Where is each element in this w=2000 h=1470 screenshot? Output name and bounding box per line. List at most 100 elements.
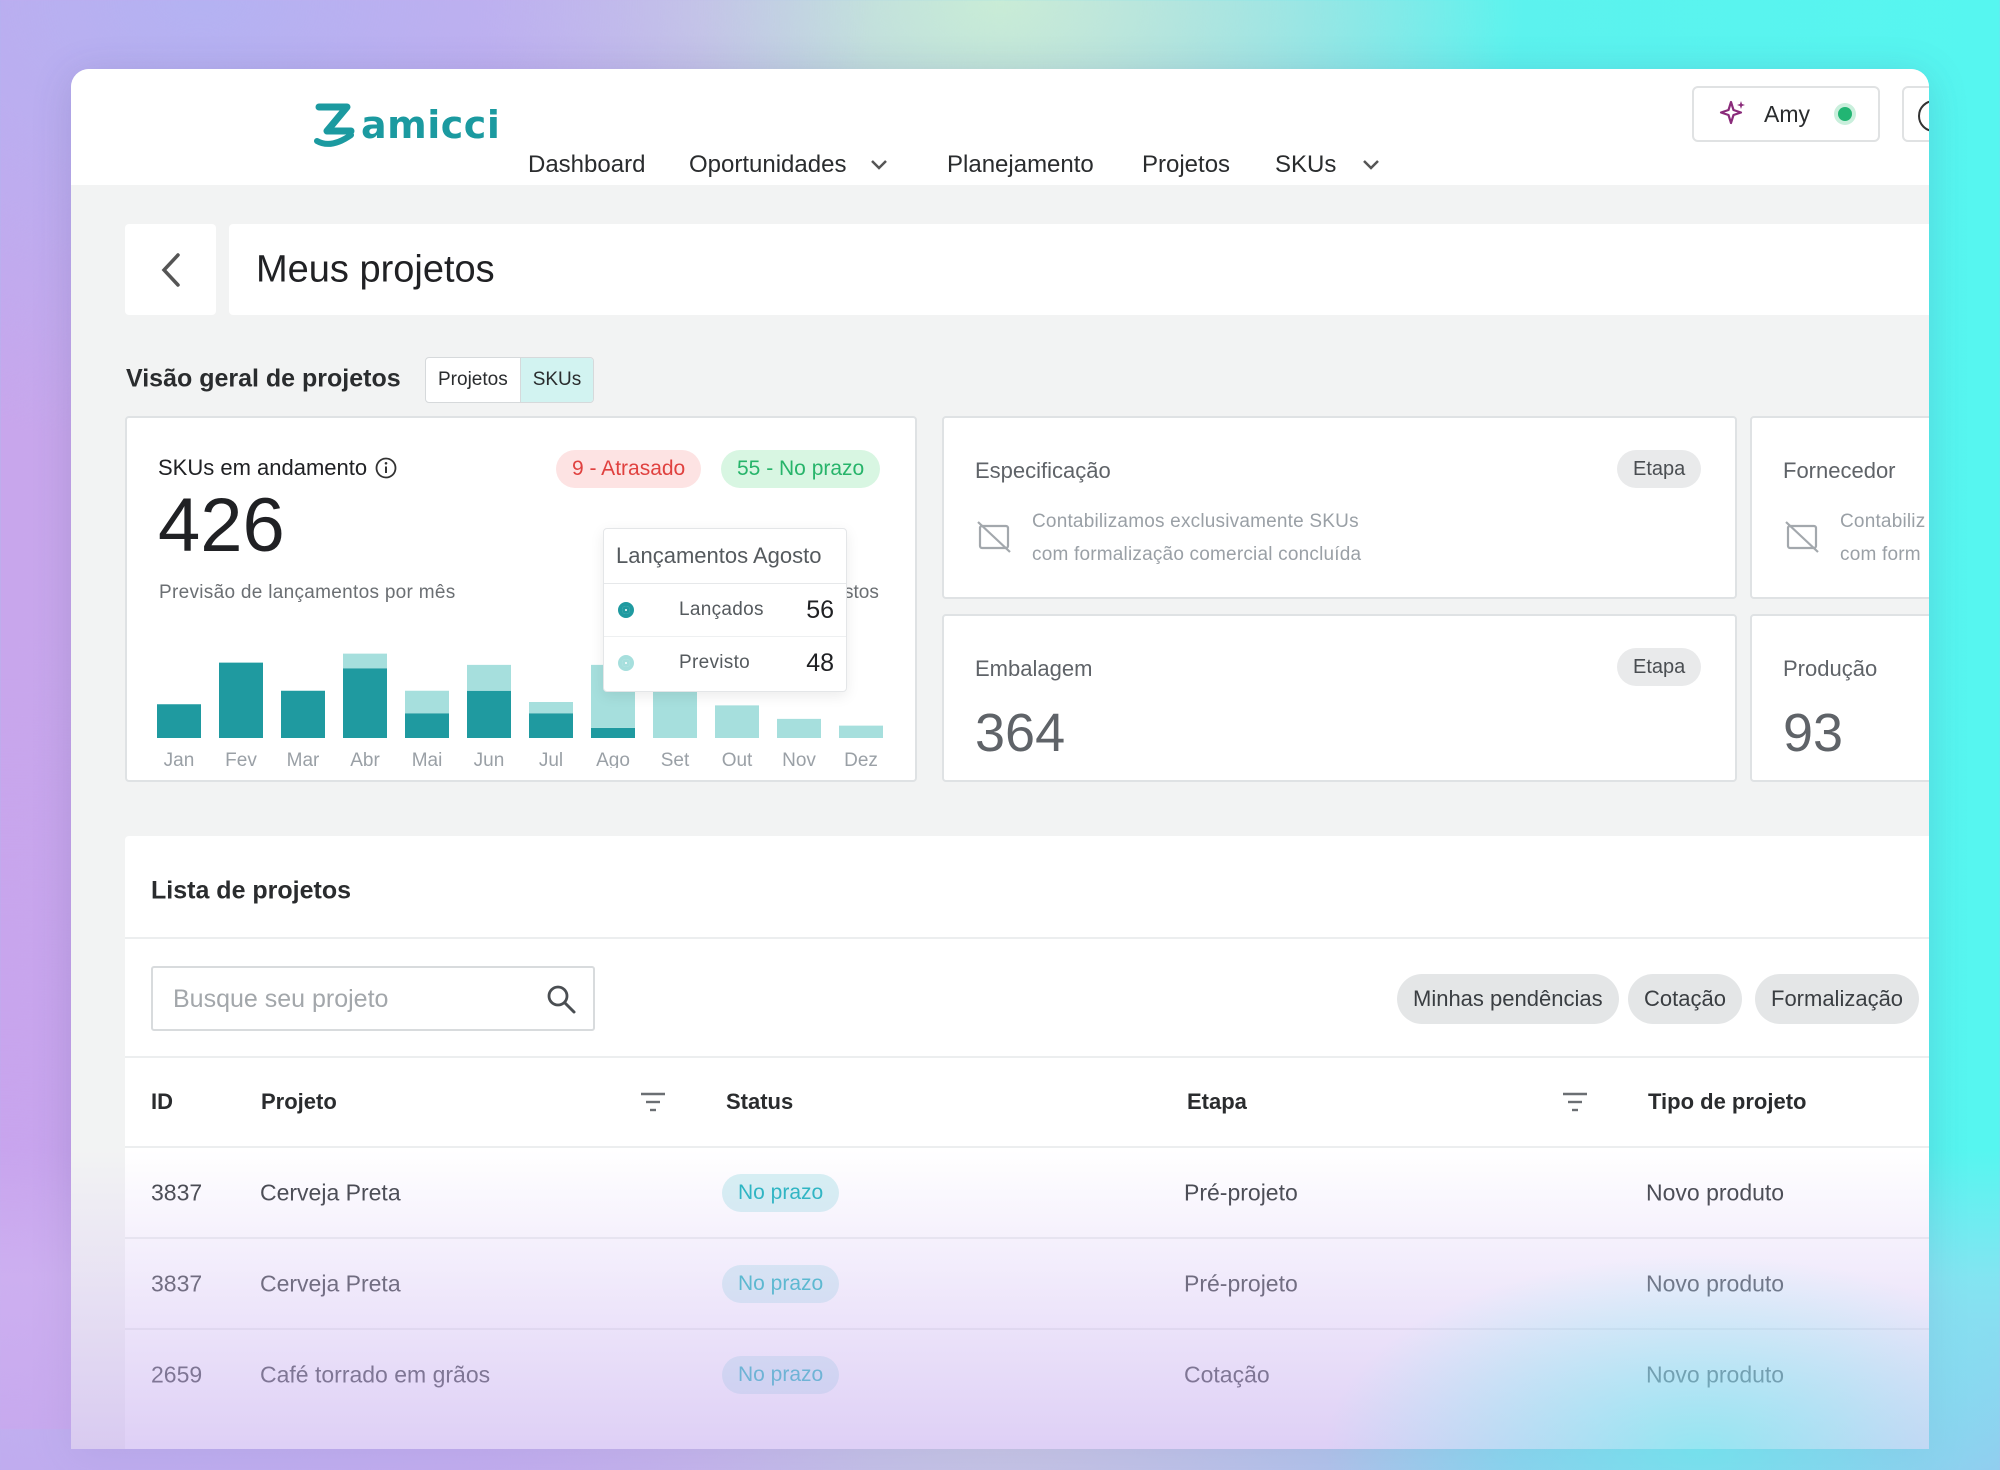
nav-skus-label: SKUs <box>1275 151 1337 178</box>
chevron-down-icon <box>871 160 888 170</box>
chip-formalizacao[interactable]: Formalização <box>1755 974 1920 1024</box>
row-project-name[interactable]: Café torrado em grãos <box>260 1361 491 1388</box>
bar-set-previsto[interactable] <box>653 690 697 738</box>
x-tick-label: Mar <box>287 750 320 768</box>
info-icon[interactable] <box>375 457 397 479</box>
stage-card-especificacao[interactable]: Especificação Etapa Contabilizamos exclu… <box>942 416 1737 599</box>
filter-icon[interactable] <box>1562 1091 1588 1113</box>
bar-abr-lancados[interactable] <box>343 668 387 738</box>
nav-oportunidades-label: Oportunidades <box>689 151 847 178</box>
toggle-projetos[interactable]: Projetos <box>438 369 508 390</box>
toggle-skus[interactable]: SKUs <box>519 358 594 402</box>
ontime-badge[interactable]: 55 - No prazo <box>721 450 881 488</box>
divider <box>125 1237 1929 1239</box>
bar-jul-lancados[interactable] <box>529 713 573 738</box>
column-header-id[interactable]: ID <box>151 1089 173 1114</box>
bar-fev-lancados[interactable] <box>219 662 263 738</box>
search-icon[interactable] <box>545 983 577 1015</box>
tooltip-row-previsto: Previsto 48 <box>604 637 846 689</box>
search-input[interactable] <box>171 978 535 1020</box>
kpi-title-row: SKUs em andamento <box>158 455 397 481</box>
page-title-bar: Meus projetos <box>229 224 1929 315</box>
nav-oportunidades[interactable]: Oportunidades <box>689 151 888 179</box>
row-type: Novo produto <box>1646 1270 1785 1297</box>
bar-abr-previsto[interactable] <box>343 653 387 669</box>
nav-projetos[interactable]: Projetos <box>1142 151 1230 179</box>
etapa-tag: Etapa <box>1617 450 1702 488</box>
stage-card-producao[interactable]: Produção 93 <box>1750 614 1929 782</box>
chip-minhas-pendencias[interactable]: Minhas pendências <box>1397 974 1619 1024</box>
amy-assistant-button[interactable]: Amy <box>1692 86 1880 142</box>
previsto-legend-dot <box>618 655 634 671</box>
bar-jul-previsto[interactable] <box>529 702 573 714</box>
empty-message-line-2: com form <box>1840 544 1921 565</box>
nav-dashboard[interactable]: Dashboard <box>528 151 645 179</box>
help-button[interactable] <box>1902 86 1929 142</box>
column-header-etapa[interactable]: Etapa <box>1187 1089 1247 1114</box>
kpi-total: 426 <box>158 483 285 568</box>
x-tick-label: Ago <box>596 750 630 768</box>
overview-toggle: Projetos SKUs <box>425 357 595 403</box>
nav-planejamento[interactable]: Planejamento <box>947 151 1094 179</box>
row-stage: Pré-projeto <box>1184 1179 1298 1206</box>
launch-forecast-chart: Jan Fev Mar Abr Mai Jun Jul Ago Set Out Nov Dez <box>157 653 883 768</box>
bar-jun-previsto[interactable] <box>467 664 511 691</box>
amicci-logo[interactable]: amicci <box>311 93 500 157</box>
bar-jun-lancados[interactable] <box>467 690 511 738</box>
top-navbar: amicci Dashboard Oportunidades Planejame… <box>71 69 1929 185</box>
bar-mai-previsto[interactable] <box>405 690 449 714</box>
brand-name: amicci <box>361 103 501 147</box>
tooltip-title: Lançamentos Agosto <box>604 529 846 584</box>
tooltip-lancados-label: Lançados <box>679 599 764 620</box>
empty-message: Contabiliz com form <box>1840 505 1925 571</box>
late-badge[interactable]: 9 - Atrasado <box>556 450 702 488</box>
column-header-status[interactable]: Status <box>726 1089 794 1114</box>
row-id: 3837 <box>151 1179 203 1206</box>
back-button[interactable] <box>125 224 216 315</box>
amy-label: Amy <box>1764 100 1810 127</box>
stage-card-fornecedor[interactable]: Fornecedor Contabiliz com form <box>1750 416 1929 599</box>
row-type: Novo produto <box>1646 1361 1785 1388</box>
bar-jan-lancados[interactable] <box>157 704 201 738</box>
x-tick-label: Set <box>661 750 690 768</box>
no-data-icon <box>1785 521 1819 553</box>
etapa-tag: Etapa <box>1617 648 1702 686</box>
project-search <box>151 966 595 1031</box>
row-stage: Pré-projeto <box>1184 1270 1298 1297</box>
online-status-dot <box>1838 107 1852 121</box>
stage-name: Embalagem <box>975 656 1093 681</box>
nav-skus[interactable]: SKUs <box>1275 151 1380 179</box>
x-tick-label: Dez <box>844 750 878 768</box>
bar-nov-previsto[interactable] <box>777 718 821 738</box>
x-tick-label: Jun <box>474 750 505 768</box>
divider <box>125 1146 1929 1148</box>
x-tick-label: Nov <box>782 750 816 768</box>
divider <box>125 937 1929 939</box>
status-badge: No prazo <box>722 1174 840 1212</box>
x-tick-label: Mai <box>412 750 443 768</box>
x-tick-label: Jul <box>539 750 563 768</box>
row-stage: Cotação <box>1184 1361 1270 1388</box>
x-tick-label: Fev <box>225 750 257 768</box>
bar-dez-previsto[interactable] <box>839 725 883 738</box>
column-header-tipo-projeto[interactable]: Tipo de projeto <box>1648 1089 1807 1114</box>
tooltip-previsto-label: Previsto <box>679 652 751 673</box>
help-icon <box>1918 100 1929 132</box>
stage-card-embalagem[interactable]: Embalagem Etapa 364 <box>942 614 1737 782</box>
row-id: 3837 <box>151 1270 203 1297</box>
filter-icon[interactable] <box>640 1091 666 1113</box>
bar-out-previsto[interactable] <box>715 705 759 738</box>
row-project-name[interactable]: Cerveja Preta <box>260 1179 401 1206</box>
bar-mai-lancados[interactable] <box>405 713 449 738</box>
row-project-name[interactable]: Cerveja Preta <box>260 1270 401 1297</box>
empty-message-line-2: com formalização comercial concluída <box>1032 544 1362 565</box>
nav-planejamento-label: Planejamento <box>947 151 1094 178</box>
column-header-projeto[interactable]: Projeto <box>261 1089 337 1114</box>
kpi-subtitle-overflow: stos <box>844 582 879 603</box>
empty-message-line-1: Contabilizamos exclusivamente SKUs <box>1032 511 1359 532</box>
skus-in-progress-card: SKUs em andamento 9 - Atrasado 55 - No p… <box>125 416 917 782</box>
bar-ago-lancados[interactable] <box>591 727 635 738</box>
lancados-legend-dot <box>618 602 634 618</box>
bar-mar-lancados[interactable] <box>281 690 325 738</box>
chip-cotacao[interactable]: Cotação <box>1628 974 1742 1024</box>
